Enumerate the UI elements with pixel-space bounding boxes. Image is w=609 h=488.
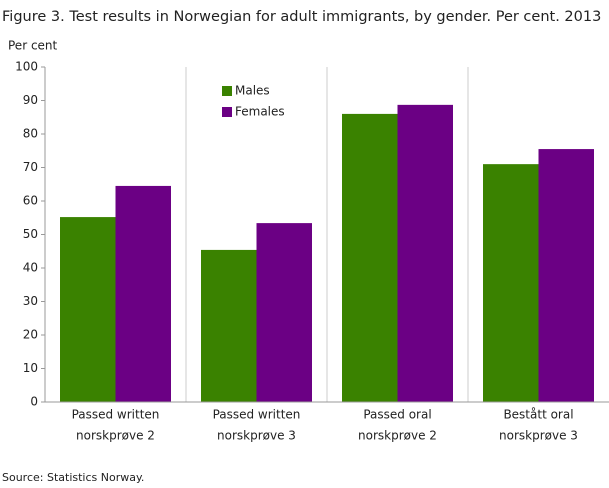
y-axis-label: Per cent — [8, 39, 58, 53]
x-tick-label: norskprøve 2 — [76, 429, 155, 443]
bar — [115, 185, 171, 402]
bar — [483, 164, 539, 402]
y-tick-label: 10 — [23, 361, 38, 375]
legend-label: Females — [235, 105, 285, 119]
y-tick-label: 90 — [23, 93, 38, 107]
bar — [201, 249, 257, 402]
x-tick-label: Bestått oral — [503, 408, 573, 422]
y-tick-label: 80 — [23, 127, 38, 141]
legend-swatch — [222, 107, 232, 117]
source: Source: Statistics Norway. — [2, 471, 144, 484]
x-tick-label: norskprøve 3 — [217, 429, 296, 443]
legend-swatch — [222, 86, 232, 96]
y-tick-label: 70 — [23, 160, 38, 174]
x-tick-label: norskprøve 3 — [499, 429, 578, 443]
bar — [60, 217, 116, 402]
y-tick-label: 20 — [23, 328, 38, 342]
x-tick-label: Passed written — [213, 408, 301, 422]
bar — [256, 223, 312, 402]
x-tick-label: Passed written — [72, 408, 160, 422]
bar — [397, 104, 453, 402]
x-tick-label: norskprøve 2 — [358, 429, 437, 443]
x-tick-label: Passed oral — [363, 408, 431, 422]
y-tick-label: 100 — [15, 60, 38, 74]
bar — [538, 149, 594, 402]
y-tick-label: 0 — [30, 395, 38, 409]
y-tick-label: 60 — [23, 194, 38, 208]
y-tick-label: 50 — [23, 227, 38, 241]
legend-label: Males — [235, 84, 270, 98]
y-tick-label: 30 — [23, 294, 38, 308]
y-tick-label: 40 — [23, 261, 38, 275]
chart-title: Figure 3. Test results in Norwegian for … — [2, 9, 601, 25]
bar — [342, 113, 398, 403]
